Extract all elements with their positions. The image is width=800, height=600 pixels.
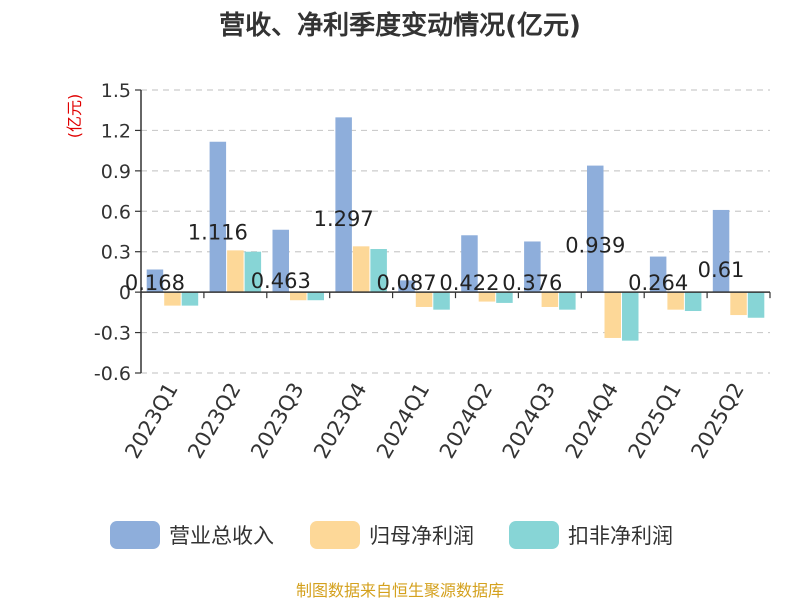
legend-swatch (509, 521, 559, 549)
data-label: 0.376 (502, 271, 562, 295)
data-label: 0.61 (698, 258, 745, 282)
bar (559, 292, 576, 310)
bar (667, 292, 684, 310)
bar (352, 246, 370, 293)
data-label: 0.168 (125, 271, 185, 295)
legend-label: 扣非净利润 (568, 524, 673, 548)
bar (227, 250, 244, 293)
data-label: 0.463 (251, 269, 311, 293)
bar (307, 292, 324, 301)
bar (730, 292, 747, 316)
y-tick-label: 0.6 (101, 201, 131, 223)
legend-label: 营业总收入 (169, 524, 274, 548)
bar (496, 292, 513, 303)
bar (622, 292, 639, 341)
bar (370, 249, 387, 293)
data-label: 0.264 (628, 271, 688, 295)
bar (146, 269, 164, 293)
y-tick-label: 1.2 (101, 120, 131, 142)
bar (524, 241, 541, 293)
category-label: 2023Q3 (246, 379, 308, 463)
data-labels: 0.168 1.116 0.463 1.297 0.087 0.422 0.3760.939… (125, 207, 745, 295)
bar (244, 251, 262, 293)
data-label: 1.116 (188, 220, 248, 244)
data-label: 0.087 (376, 271, 436, 295)
bar (747, 292, 765, 318)
bar (290, 292, 307, 301)
y-tick-label: 1.5 (101, 80, 131, 102)
bar (541, 292, 559, 307)
y-tick-label: 0.9 (101, 161, 131, 183)
source-note: 制图数据来自恒生聚源数据库 (296, 581, 504, 600)
bar (415, 292, 433, 307)
data-label: 0.939 (565, 234, 625, 258)
y-axis-label: (亿元) (65, 94, 84, 139)
bar (587, 165, 604, 293)
legend-label: 归母净利润 (369, 524, 474, 548)
bar (209, 141, 227, 293)
bar (433, 292, 450, 310)
bar (604, 292, 621, 338)
y-tick-label: 0 (119, 282, 131, 304)
bar (649, 256, 667, 293)
category-label: 2024Q4 (561, 379, 623, 463)
y-tick-label: -0.6 (94, 363, 131, 385)
bar (461, 235, 478, 293)
bar (712, 209, 730, 293)
category-label: 2025Q1 (624, 379, 686, 463)
category-label: 2023Q1 (120, 379, 182, 463)
category-label: 2024Q1 (372, 379, 434, 463)
y-tick-label: -0.3 (94, 323, 131, 345)
legend-swatch (310, 521, 360, 549)
category-label: 2025Q2 (686, 379, 748, 463)
bar (684, 292, 702, 312)
data-label: 1.297 (314, 207, 374, 231)
bar (478, 292, 496, 302)
category-label: 2024Q3 (498, 379, 560, 463)
bar (272, 229, 289, 293)
bar (164, 292, 181, 306)
legend-swatch (110, 521, 160, 549)
bar (181, 292, 199, 306)
bars (146, 117, 765, 341)
chart-title: 营收、净利季度变动情况(亿元) (219, 10, 581, 41)
bar (335, 117, 352, 293)
data-label: 0.422 (439, 271, 499, 295)
category-label: 2023Q4 (309, 379, 371, 463)
category-label: 2024Q2 (435, 379, 497, 463)
category-label: 2023Q2 (183, 379, 245, 463)
y-tick-label: 0.3 (101, 242, 131, 264)
bar (398, 280, 415, 293)
legend: 营业总收入 归母净利润 扣非净利润 (110, 521, 673, 549)
